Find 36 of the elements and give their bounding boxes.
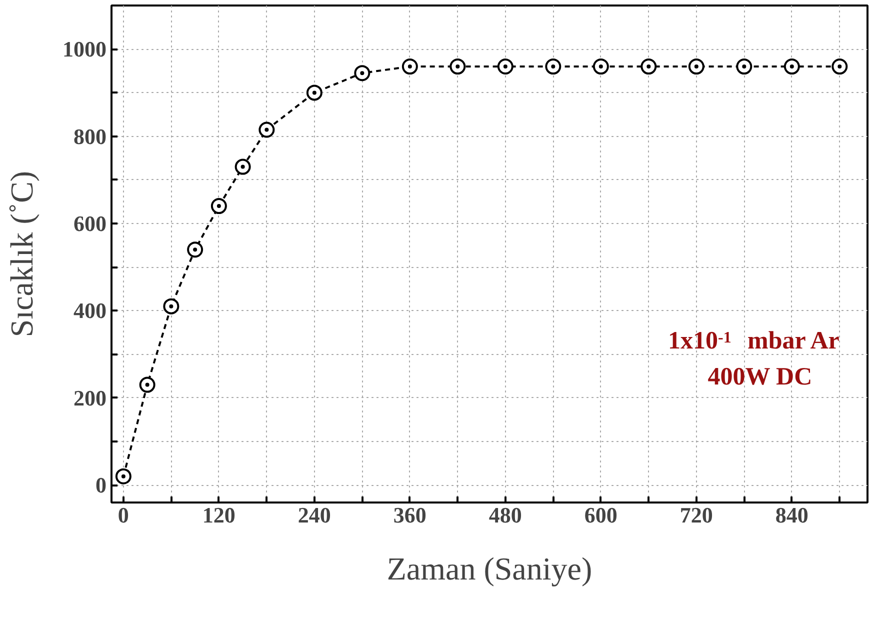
- x-tick-label: 0: [118, 502, 129, 528]
- point: [139, 376, 156, 393]
- point: [545, 58, 562, 75]
- point: [306, 84, 322, 101]
- x-tick-label: 600: [584, 502, 618, 528]
- point: [592, 58, 609, 75]
- x-tick-label: 240: [298, 502, 331, 528]
- y-tick-label: 1000: [62, 36, 106, 62]
- x-tick-label: 840: [775, 502, 808, 528]
- y-tick-label: 800: [74, 124, 106, 149]
- x-tick-label: 360: [393, 502, 426, 528]
- x-tick-label: 120: [202, 502, 236, 528]
- point: [640, 58, 657, 75]
- y-tick-label: 200: [74, 385, 106, 410]
- y-tick-label: 0: [96, 472, 106, 498]
- point: [832, 58, 848, 75]
- x-tick-label: 720: [680, 502, 713, 528]
- point: [688, 58, 704, 75]
- point: [258, 122, 275, 138]
- point: [354, 65, 370, 82]
- point: [402, 58, 418, 75]
- y-tick-label: 600: [74, 210, 106, 236]
- x-tick-label: 480: [488, 502, 522, 528]
- point: [163, 298, 180, 314]
- annotation: 400W DC: [708, 364, 812, 390]
- point: [210, 198, 227, 214]
- point: [115, 468, 132, 484]
- y-tick-label: 400: [74, 298, 106, 324]
- point: [450, 58, 466, 75]
- y-axis-title: Sıcaklık (˚C): [4, 170, 40, 338]
- point: [187, 242, 204, 258]
- point: [234, 158, 251, 175]
- point: [736, 58, 752, 75]
- x-axis-title: Zaman (Saniye): [386, 550, 592, 586]
- point: [497, 58, 514, 75]
- point: [784, 58, 800, 75]
